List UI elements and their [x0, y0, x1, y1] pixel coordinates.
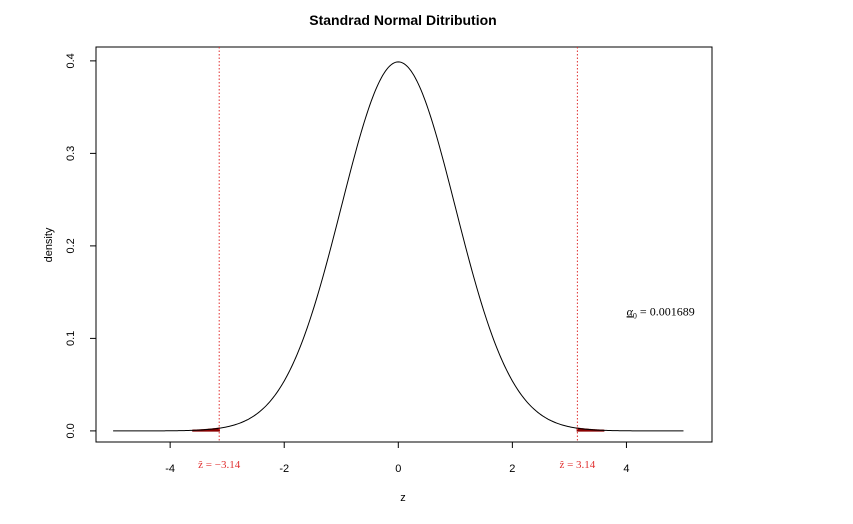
shaded-tails	[192, 427, 605, 432]
y-tick-label: 0.1	[65, 331, 77, 346]
x-tick-label: 0	[395, 463, 401, 475]
plot-frame	[95, 46, 713, 443]
y-tick-label: 0.2	[65, 238, 77, 253]
x-tick-label: -2	[279, 463, 289, 475]
y-tick-label: 0.3	[65, 146, 77, 161]
x-axis: -4 -2 0 2 4	[165, 441, 630, 475]
alpha-value: = 0.001689	[637, 304, 695, 318]
critical-label-right: ẑ = 3.14	[559, 459, 595, 471]
critical-lines: ẑ = −3.14 ẑ = 3.14	[198, 47, 596, 471]
x-tick-label: -4	[165, 463, 175, 475]
chart-title: Standrad Normal Ditribution	[309, 12, 496, 28]
alpha-annotation: α0 = 0.001689	[627, 304, 695, 320]
y-axis-label: density	[43, 227, 55, 262]
alpha-subscript: 0	[633, 311, 637, 320]
critical-label-left: ẑ = −3.14	[198, 459, 241, 471]
alpha-symbol: α	[627, 304, 634, 318]
y-tick-label: 0.0	[65, 423, 77, 438]
x-axis-label: z	[400, 492, 406, 504]
y-axis: 0.0 0.1 0.2 0.3 0.4	[65, 53, 97, 439]
density-curve	[113, 61, 684, 432]
y-tick-label: 0.4	[65, 53, 77, 68]
x-tick-label: 2	[509, 463, 515, 475]
x-tick-label: 4	[623, 463, 629, 475]
